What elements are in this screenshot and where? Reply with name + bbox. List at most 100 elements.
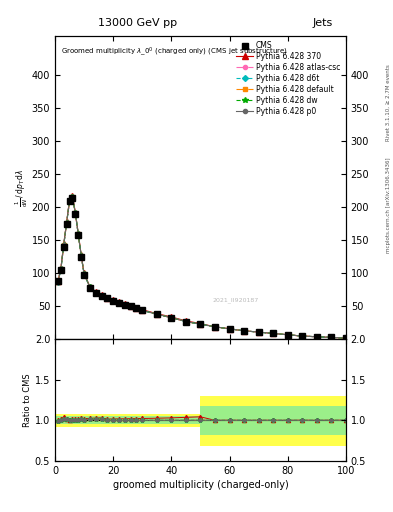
Pythia 6.428 atlas-csc	[99, 293, 104, 299]
Pythia 6.428 dw	[329, 334, 334, 340]
Pythia 6.428 370	[64, 219, 69, 225]
Pythia 6.428 d6t	[329, 334, 334, 340]
Pythia 6.428 atlas-csc	[154, 311, 159, 317]
Pythia 6.428 d6t	[61, 242, 66, 248]
Pythia 6.428 dw	[94, 289, 98, 295]
Pythia 6.428 d6t	[123, 302, 127, 308]
Pythia 6.428 default	[198, 321, 203, 327]
Pythia 6.428 atlas-csc	[285, 332, 290, 338]
Text: mcplots.cern.ch [arXiv:1306.3436]: mcplots.cern.ch [arXiv:1306.3436]	[386, 157, 391, 252]
Pythia 6.428 p0	[242, 328, 246, 334]
Line: Pythia 6.428 dw: Pythia 6.428 dw	[55, 194, 349, 341]
CMS	[314, 334, 319, 340]
Pythia 6.428 p0	[184, 318, 188, 325]
CMS	[61, 244, 66, 250]
Pythia 6.428 atlas-csc	[198, 321, 203, 327]
CMS	[242, 328, 246, 334]
Pythia 6.428 d6t	[99, 293, 104, 299]
Pythia 6.428 p0	[300, 333, 305, 339]
Pythia 6.428 d6t	[169, 314, 174, 321]
Pythia 6.428 atlas-csc	[79, 252, 84, 259]
Pythia 6.428 atlas-csc	[140, 307, 145, 313]
Pythia 6.428 atlas-csc	[300, 333, 305, 339]
Pythia 6.428 d6t	[154, 311, 159, 317]
Pythia 6.428 p0	[64, 220, 69, 226]
Pythia 6.428 p0	[343, 335, 348, 341]
Pythia 6.428 370	[271, 330, 275, 336]
CMS	[64, 221, 69, 227]
Pythia 6.428 default	[67, 198, 72, 204]
Pythia 6.428 p0	[70, 194, 75, 200]
Pythia 6.428 dw	[300, 333, 305, 339]
CMS	[128, 303, 133, 309]
Text: Rivet 3.1.10, ≥ 2.7M events: Rivet 3.1.10, ≥ 2.7M events	[386, 64, 391, 141]
Pythia 6.428 default	[242, 328, 246, 334]
CMS	[79, 254, 84, 260]
Pythia 6.428 default	[184, 318, 188, 325]
Text: Jets: Jets	[312, 18, 332, 28]
Pythia 6.428 370	[105, 295, 110, 301]
Pythia 6.428 p0	[169, 314, 174, 321]
Pythia 6.428 p0	[111, 298, 116, 304]
Pythia 6.428 370	[59, 266, 63, 272]
Pythia 6.428 dw	[111, 298, 116, 304]
Pythia 6.428 d6t	[88, 284, 92, 290]
Pythia 6.428 p0	[94, 289, 98, 295]
Pythia 6.428 d6t	[271, 330, 275, 336]
Pythia 6.428 atlas-csc	[184, 318, 188, 325]
Pythia 6.428 d6t	[94, 289, 98, 295]
Pythia 6.428 atlas-csc	[111, 298, 116, 304]
Pythia 6.428 d6t	[117, 300, 121, 306]
Pythia 6.428 default	[55, 279, 60, 285]
CMS	[227, 326, 232, 332]
Pythia 6.428 370	[82, 270, 86, 276]
Pythia 6.428 p0	[99, 293, 104, 299]
CMS	[184, 318, 188, 325]
CMS	[82, 272, 86, 278]
Legend: CMS, Pythia 6.428 370, Pythia 6.428 atlas-csc, Pythia 6.428 d6t, Pythia 6.428 de: CMS, Pythia 6.428 370, Pythia 6.428 atla…	[235, 39, 342, 117]
Pythia 6.428 370	[140, 307, 145, 313]
Pythia 6.428 default	[82, 271, 86, 277]
Pythia 6.428 dw	[105, 295, 110, 302]
Pythia 6.428 370	[73, 209, 78, 216]
Pythia 6.428 dw	[73, 210, 78, 217]
Pythia 6.428 dw	[140, 307, 145, 313]
CMS	[123, 302, 127, 308]
Line: CMS: CMS	[55, 195, 349, 341]
Pythia 6.428 atlas-csc	[242, 328, 246, 334]
Pythia 6.428 dw	[343, 335, 348, 341]
Pythia 6.428 370	[79, 252, 84, 258]
Pythia 6.428 default	[285, 332, 290, 338]
Pythia 6.428 dw	[117, 300, 121, 306]
Pythia 6.428 370	[111, 297, 116, 304]
CMS	[117, 300, 121, 306]
CMS	[285, 332, 290, 338]
Pythia 6.428 default	[271, 330, 275, 336]
Pythia 6.428 dw	[64, 220, 69, 226]
Pythia 6.428 default	[329, 334, 334, 340]
Pythia 6.428 default	[88, 284, 92, 290]
Pythia 6.428 atlas-csc	[213, 324, 217, 330]
Pythia 6.428 d6t	[198, 321, 203, 327]
Pythia 6.428 default	[94, 289, 98, 295]
Pythia 6.428 default	[154, 311, 159, 317]
Pythia 6.428 370	[213, 324, 217, 330]
Pythia 6.428 p0	[271, 330, 275, 336]
Pythia 6.428 dw	[169, 314, 174, 321]
Pythia 6.428 default	[123, 302, 127, 308]
CMS	[329, 334, 334, 340]
Pythia 6.428 p0	[198, 321, 203, 327]
Pythia 6.428 p0	[105, 295, 110, 302]
Pythia 6.428 d6t	[64, 220, 69, 226]
Pythia 6.428 atlas-csc	[94, 289, 98, 295]
Pythia 6.428 default	[76, 231, 81, 238]
Pythia 6.428 default	[213, 324, 217, 330]
Pythia 6.428 p0	[55, 279, 60, 285]
Pythia 6.428 p0	[88, 284, 92, 290]
Pythia 6.428 370	[198, 321, 203, 327]
Pythia 6.428 dw	[134, 305, 139, 311]
Y-axis label: Ratio to CMS: Ratio to CMS	[23, 373, 32, 427]
Pythia 6.428 dw	[198, 321, 203, 327]
Pythia 6.428 d6t	[82, 271, 86, 277]
Pythia 6.428 p0	[213, 324, 217, 330]
